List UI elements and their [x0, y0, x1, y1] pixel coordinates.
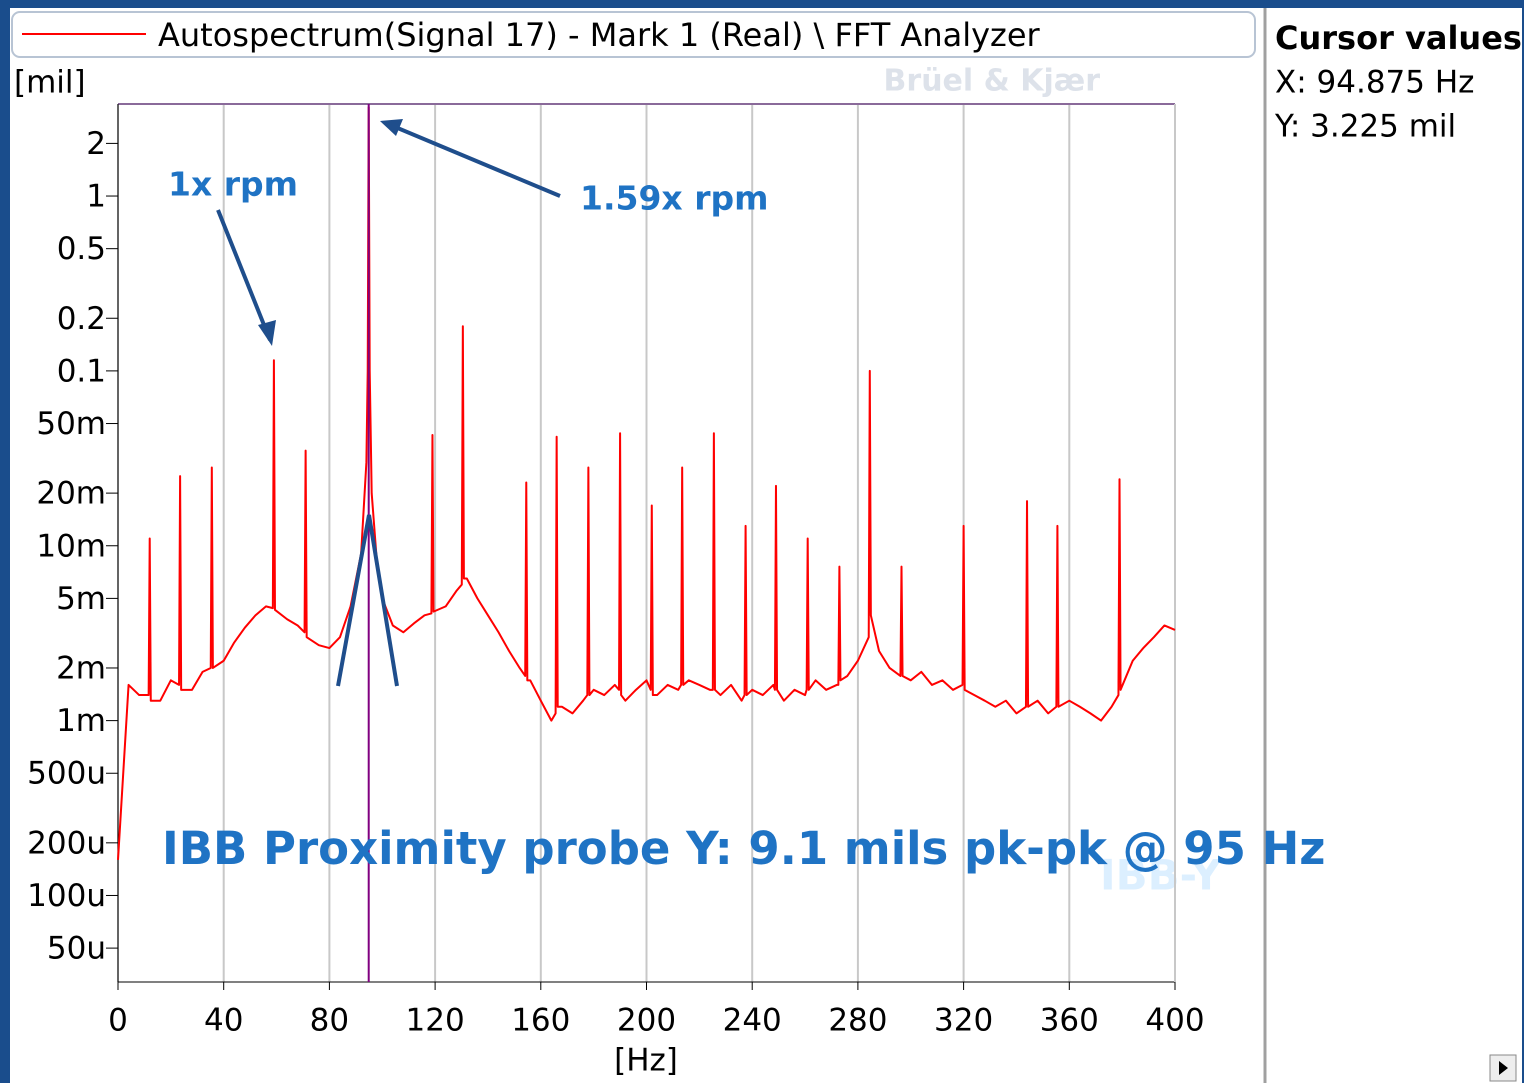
cursor-y: Y: 3.225 mil [1274, 109, 1456, 145]
scroll-arrow [1499, 1061, 1508, 1075]
cursor-title: Cursor values [1275, 19, 1522, 57]
y-tick-label: 50u [47, 931, 106, 967]
annotation: 1.59x rpm [580, 179, 768, 218]
y-tick-label: 2 [86, 126, 106, 162]
annotation: IBB Proximity probe Y: 9.1 mils pk-pk @ … [162, 822, 1325, 875]
peak-triangle [336, 514, 399, 687]
y-tick-label: 20m [36, 476, 106, 512]
x-tick-label: 120 [406, 1003, 465, 1039]
arrow [216, 209, 272, 341]
y-tick-label: 1 [86, 179, 106, 215]
annotation: 1x rpm [168, 165, 298, 204]
x-tick-label: 240 [723, 1003, 782, 1039]
x-tick-label: 320 [934, 1003, 993, 1039]
x-tick-label: 280 [828, 1003, 887, 1039]
x-axis-label: [Hz] [614, 1043, 678, 1079]
plot-area: 0 40 80 120 160 200 240 280 320 360 400 2 1 0.5 0.2 0.1… [27, 103, 1205, 1039]
panel [10, 8, 1522, 1083]
y-tick-label: 5m [56, 581, 106, 617]
y-tick-label: 50m [36, 406, 106, 442]
y-axis-label: [mil] [14, 65, 86, 101]
x-tick-label: 160 [511, 1003, 570, 1039]
y-tick-label: 500u [27, 756, 106, 792]
x-tick-label: 200 [617, 1003, 676, 1039]
x-tick-label: 360 [1040, 1003, 1099, 1039]
series-line [117, 106, 1176, 860]
x-tick-label: 0 [108, 1003, 128, 1039]
arrow [387, 122, 561, 198]
legend [11, 11, 1256, 58]
logo: Brüel & Kjær [884, 64, 1101, 99]
y-tick-label: 2m [56, 650, 106, 686]
y-tick-label: 0.1 [57, 353, 106, 389]
annotation-layer: 1x rpm 1.59x rpm IBB Proximity probe Y: … [162, 119, 1325, 875]
y-tick-label: 200u [27, 825, 106, 861]
y-tick-label: 0.5 [57, 231, 106, 267]
y-tick-label: 100u [27, 878, 106, 914]
arrow-head [258, 320, 276, 346]
cursor-x: X: 94.875 Hz [1275, 65, 1474, 101]
x-tick-label: 40 [204, 1003, 243, 1039]
y-tick-label: 0.2 [57, 301, 106, 337]
watermark: IBB-Y [1100, 851, 1222, 900]
y-tick-label: 1m [56, 703, 106, 739]
x-tick-label: 80 [310, 1003, 349, 1039]
arrow-head [380, 119, 403, 136]
legend-label: Autospectrum(Signal 17) - Mark 1 (Real) … [158, 16, 1041, 54]
y-tick-label: 10m [36, 528, 106, 564]
x-tick-label: 400 [1145, 1003, 1204, 1039]
